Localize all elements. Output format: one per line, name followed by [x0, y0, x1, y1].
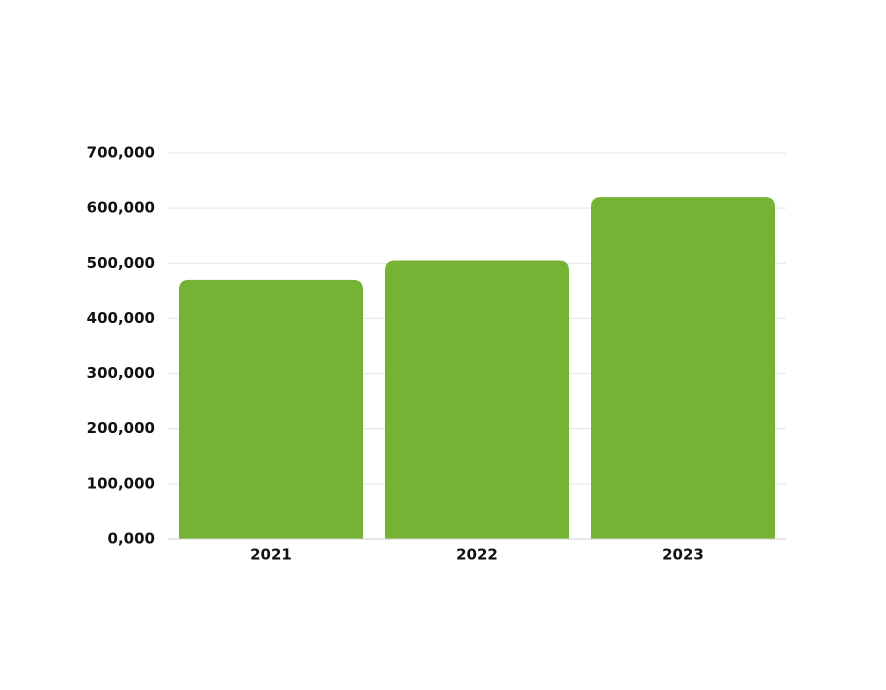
y-tick-label: 700,000 — [87, 144, 155, 162]
x-tick-label: 2023 — [662, 546, 704, 564]
y-tick-label: 300,000 — [87, 364, 155, 382]
y-tick-label: 0,000 — [108, 530, 155, 548]
y-tick-label: 200,000 — [87, 419, 155, 437]
bar — [179, 279, 363, 539]
bar — [385, 260, 569, 539]
bar — [591, 197, 775, 539]
y-tick-label: 500,000 — [87, 254, 155, 272]
y-tick-label: 400,000 — [87, 309, 155, 327]
y-tick-label: 100,000 — [87, 474, 155, 492]
x-tick-label: 2022 — [456, 546, 498, 564]
x-tick-label: 2021 — [250, 546, 292, 564]
y-tick-label: 600,000 — [87, 199, 155, 217]
